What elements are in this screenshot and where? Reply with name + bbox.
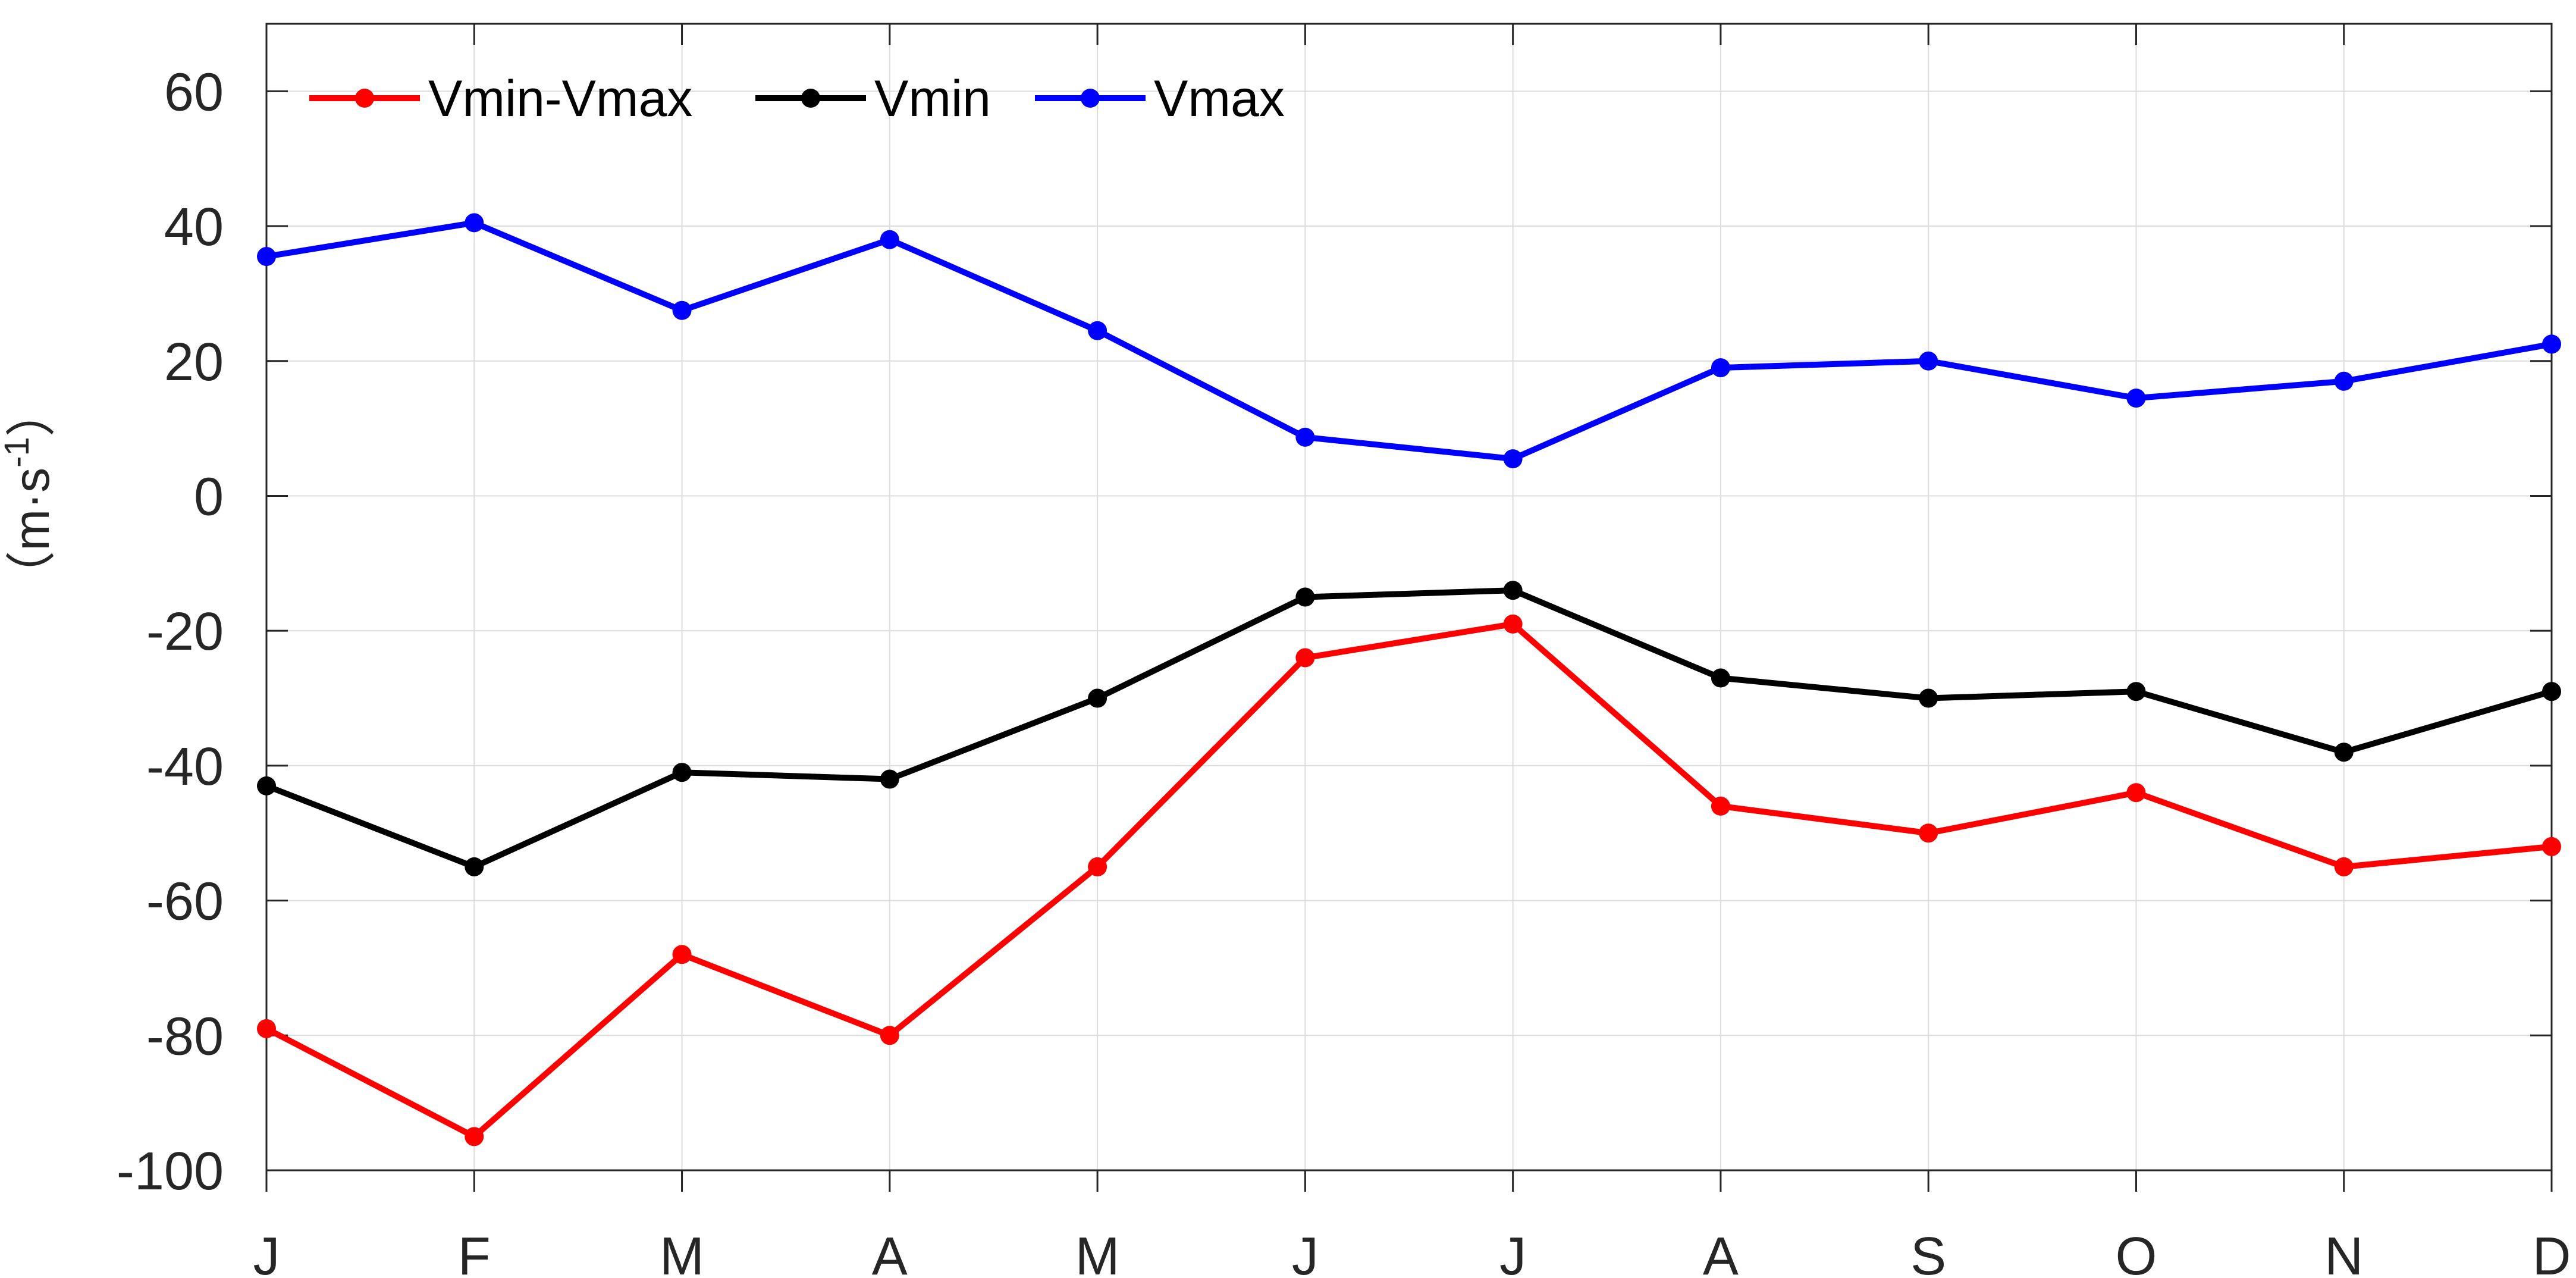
- data-point: [465, 213, 484, 233]
- x-tick-label: J: [1499, 1227, 1526, 1278]
- x-tick-label: F: [458, 1227, 491, 1278]
- series-vmin-vmax: [257, 614, 2561, 1147]
- data-point: [1919, 688, 1938, 708]
- y-tick-label: -60: [146, 872, 224, 932]
- data-point: [672, 763, 692, 782]
- plot-frame: [265, 23, 2553, 1172]
- x-tick-label: A: [872, 1227, 908, 1278]
- data-point: [2126, 389, 2146, 408]
- data-point: [1088, 857, 1107, 876]
- data-point: [1919, 351, 1938, 371]
- data-point: [1503, 581, 1523, 600]
- data-point: [1711, 668, 1730, 688]
- x-tick-label: J: [1292, 1227, 1319, 1278]
- data-point: [2542, 837, 2561, 856]
- data-point: [2542, 334, 2561, 354]
- data-point: [1711, 796, 1730, 816]
- data-point: [880, 1026, 899, 1045]
- x-tick-label: M: [660, 1227, 704, 1278]
- series-vmax: [257, 213, 2561, 469]
- series-line: [266, 220, 2552, 462]
- data-point: [2334, 857, 2354, 876]
- data-point: [1088, 688, 1107, 708]
- y-tick-label: -100: [117, 1142, 224, 1201]
- x-tick-label: J: [253, 1227, 280, 1278]
- legend-label: Vmax: [1154, 70, 1285, 127]
- axes: [265, 23, 2553, 1172]
- x-tick-label: M: [1075, 1227, 1120, 1278]
- y-tick-label: -80: [146, 1007, 224, 1066]
- data-point: [257, 776, 276, 795]
- data-point: [465, 857, 484, 876]
- data-point: [2126, 783, 2146, 803]
- data-point: [465, 1127, 484, 1147]
- y-axis-label-close: ）: [4, 387, 59, 437]
- y-axis-label-unit: （m·s: [4, 468, 59, 601]
- data-point: [257, 247, 276, 267]
- legend-entry: Vmin: [755, 70, 991, 127]
- y-tick-label: 0: [194, 467, 224, 527]
- y-axis-label: （m·s-1）: [0, 387, 59, 601]
- data-point: [1711, 358, 1730, 378]
- legend-marker: [1081, 89, 1100, 108]
- y-tick-label: 40: [164, 198, 224, 257]
- x-tick-label: A: [1703, 1227, 1739, 1278]
- data-point: [2126, 682, 2146, 701]
- data-point: [1295, 427, 1315, 447]
- legend-marker: [355, 89, 374, 108]
- data-point: [1503, 449, 1523, 469]
- data-point: [2542, 682, 2561, 701]
- y-axis-ticks: -100 -80 -60 -40 -20 0 20 40 60: [117, 62, 2552, 1201]
- x-tick-label: D: [2533, 1227, 2571, 1278]
- legend-entry: Vmin-Vmax: [309, 70, 692, 127]
- y-axis-label-exponent: -1: [0, 437, 36, 468]
- data-point: [257, 1019, 276, 1038]
- legend-marker: [801, 89, 820, 108]
- data-point: [880, 230, 899, 249]
- series-group: [257, 213, 2561, 1147]
- data-point: [880, 769, 899, 789]
- x-tick-label: S: [1910, 1227, 1946, 1278]
- legend-label: Vmin: [874, 70, 991, 127]
- y-tick-label: -20: [146, 602, 224, 662]
- y-tick-label: -40: [146, 737, 224, 797]
- data-point: [1503, 614, 1523, 634]
- legend: Vmin-Vmax Vmin Vmax: [309, 70, 1285, 127]
- y-tick-label: 20: [164, 333, 224, 392]
- data-point: [2334, 371, 2354, 391]
- data-point: [1088, 321, 1107, 340]
- data-point: [1295, 587, 1315, 607]
- series-line: [265, 587, 2553, 870]
- data-point: [1295, 648, 1315, 668]
- legend-entry: Vmax: [1035, 70, 1285, 127]
- data-point: [672, 945, 692, 964]
- data-point: [2334, 743, 2354, 762]
- y-tick-label: 60: [164, 62, 224, 122]
- legend-label: Vmin-Vmax: [428, 70, 692, 127]
- x-tick-label: N: [2324, 1227, 2363, 1278]
- series-line: [265, 621, 2552, 1140]
- series-vmin: [257, 581, 2561, 876]
- data-point: [672, 300, 692, 320]
- x-tick-label: O: [2115, 1227, 2157, 1278]
- data-point: [1919, 823, 1938, 843]
